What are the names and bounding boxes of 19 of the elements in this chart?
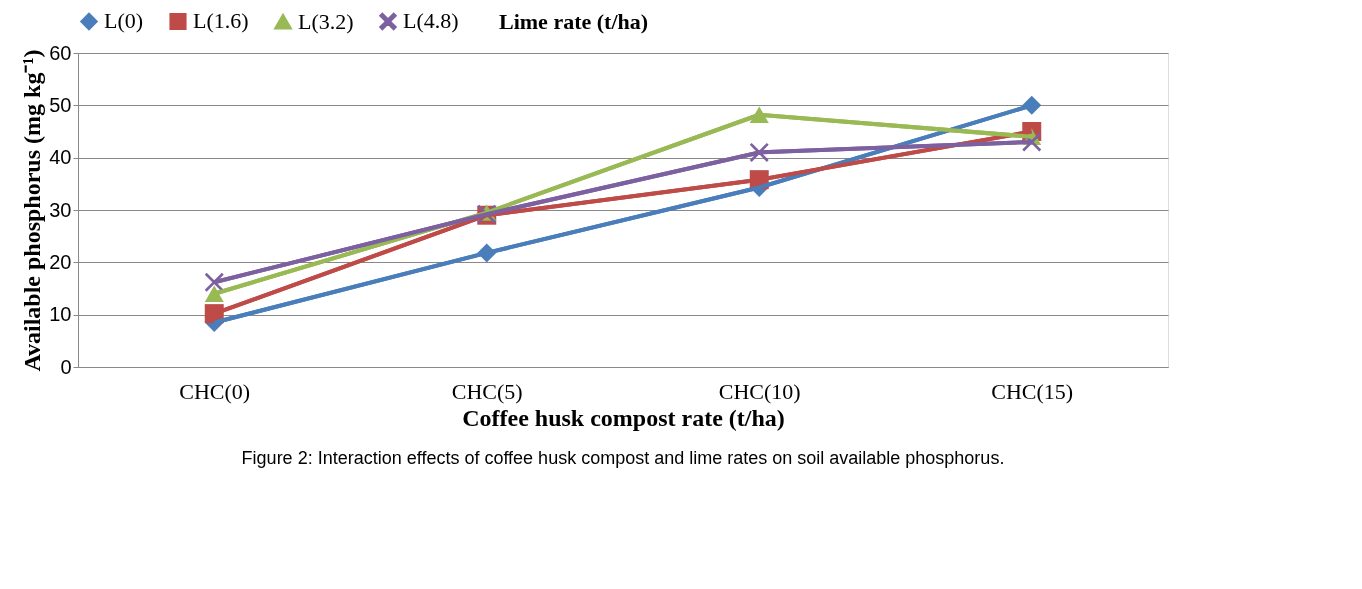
legend-label: L(3.2) <box>298 8 354 34</box>
y-axis-title: Available phosphorus (mg kg⁻¹) <box>19 49 46 372</box>
y-tick-label: 10 <box>49 303 72 326</box>
y-tick-label: 30 <box>49 198 72 221</box>
y-tick-label: 50 <box>49 93 72 116</box>
x-tick-label: CHC(15) <box>991 378 1074 404</box>
legend-label: L(0) <box>104 8 144 34</box>
caption: Figure 2: Interaction effects of coffee husk compost and lime rates on soil available phosphorus. <box>241 448 1005 468</box>
x-tick-label: CHC(10) <box>718 378 801 404</box>
x-axis-title: Coffee husk compost rate (t/ha) <box>462 404 785 431</box>
legend-label: L(4.8) <box>403 8 459 34</box>
x-tick-label: CHC(5) <box>451 378 523 404</box>
legend-label: L(1.6) <box>193 8 249 34</box>
x-tick-label: CHC(0) <box>179 378 251 404</box>
y-tick-label: 40 <box>49 146 72 169</box>
y-tick-label: 0 <box>60 355 72 378</box>
legend-title: Lime rate (t/ha) <box>499 9 649 34</box>
y-tick-label: 60 <box>49 41 72 64</box>
y-tick-label: 20 <box>49 250 72 273</box>
